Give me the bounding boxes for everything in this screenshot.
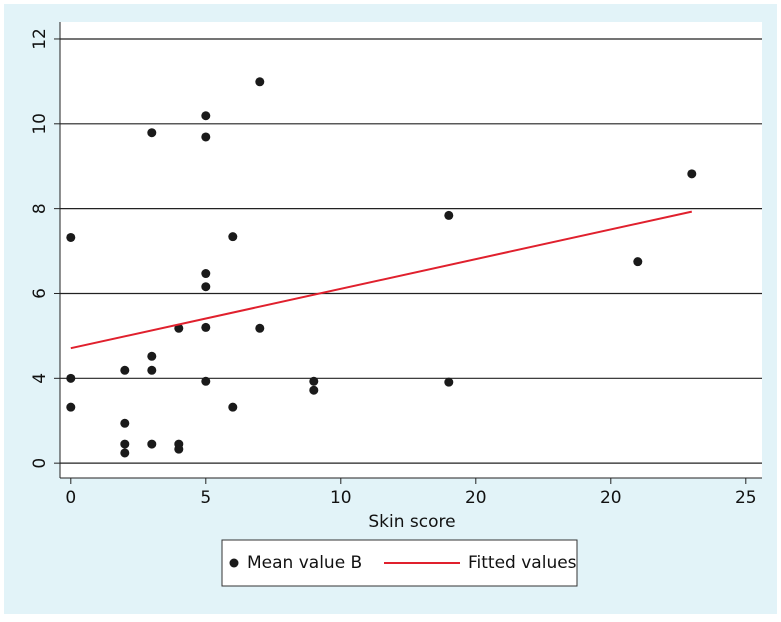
point — [255, 77, 265, 87]
y-tick-label: 10 — [30, 113, 50, 135]
point — [147, 439, 157, 449]
legend-label: Mean value B — [247, 553, 362, 573]
point — [66, 232, 76, 242]
point — [309, 385, 319, 395]
x-tick-label: 20 — [600, 488, 622, 508]
point — [687, 169, 697, 179]
point — [120, 365, 130, 375]
x-tick-label: 25 — [735, 488, 757, 508]
point — [147, 365, 157, 375]
point — [120, 439, 130, 449]
y-tick-label: 0 — [30, 458, 50, 469]
point — [120, 448, 130, 458]
point — [201, 376, 211, 386]
point — [66, 373, 76, 383]
point — [147, 351, 157, 361]
point — [309, 376, 319, 386]
x-tick-label: 20 — [465, 488, 487, 508]
point — [201, 322, 211, 332]
point — [201, 111, 211, 121]
x-tick-label: 10 — [330, 488, 352, 508]
legend-symbol — [229, 558, 239, 568]
plot-region — [60, 22, 762, 478]
y-tick-label: 4 — [30, 373, 50, 384]
point — [228, 402, 238, 412]
point — [633, 257, 643, 267]
y-tick-label: 8 — [30, 203, 50, 214]
point — [66, 402, 76, 412]
fit-line — [70, 210, 693, 350]
y-tick-label: 12 — [30, 28, 50, 50]
point — [444, 210, 454, 220]
point — [147, 128, 157, 138]
point — [174, 323, 184, 333]
point — [174, 444, 184, 454]
x-axis-title: Skin score — [368, 512, 455, 532]
point — [120, 418, 130, 428]
point — [201, 269, 211, 279]
x-tick-label: 0 — [65, 488, 76, 508]
y-tick-label: 6 — [30, 288, 50, 299]
point — [255, 323, 265, 333]
point — [201, 282, 211, 292]
point — [228, 232, 238, 242]
point — [201, 132, 211, 142]
x-tick-label: 5 — [200, 488, 211, 508]
legend-label: Fitted values — [468, 553, 577, 573]
point — [444, 377, 454, 387]
